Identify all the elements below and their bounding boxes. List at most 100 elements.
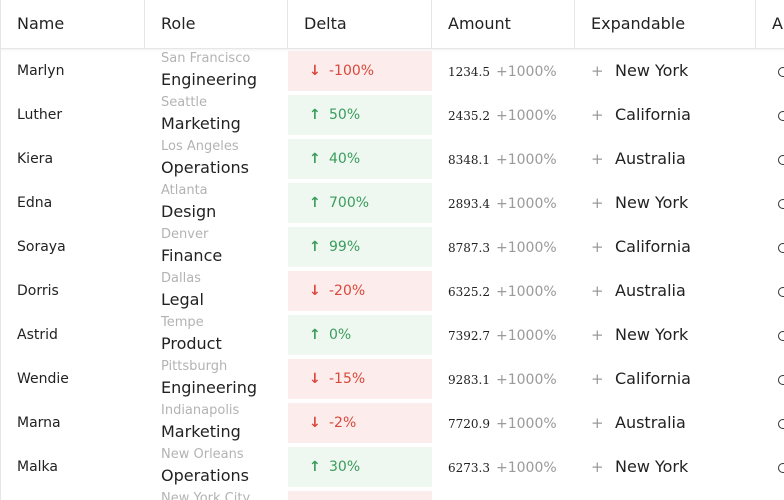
role-cell[interactable]: Dallas Legal bbox=[145, 269, 288, 313]
name-cell[interactable]: Wendie bbox=[17, 371, 69, 387]
role-cell[interactable]: Seattle Marketing bbox=[145, 93, 288, 137]
delta-cell[interactable]: ↑ 0% bbox=[288, 313, 432, 357]
extra-cell[interactable] bbox=[756, 137, 784, 181]
table-row[interactable]: Wendie Pittsburgh Engineering ↓ -15% 9283.1 +1… bbox=[1, 357, 784, 401]
extra-cell[interactable] bbox=[756, 357, 784, 401]
link-icon[interactable] bbox=[778, 418, 784, 429]
delta-cell[interactable]: ↓ -100% bbox=[288, 49, 432, 93]
plus-icon[interactable]: + bbox=[591, 326, 604, 344]
link-icon[interactable] bbox=[778, 374, 784, 385]
name-cell[interactable]: Marlyn bbox=[17, 63, 65, 79]
extra-cell[interactable] bbox=[756, 489, 784, 500]
expandable-cell[interactable]: + California bbox=[575, 225, 756, 269]
expandable-cell[interactable]: + New York bbox=[575, 181, 756, 225]
link-icon[interactable] bbox=[778, 286, 784, 297]
table-row[interactable]: Kiera Los Angeles Operations ↑ 40% 8348.1 +100… bbox=[1, 137, 784, 181]
role-cell[interactable]: San Francisco Engineering bbox=[145, 49, 288, 93]
extra-cell[interactable] bbox=[756, 93, 784, 137]
name-cell[interactable]: Edna bbox=[17, 195, 53, 211]
link-icon[interactable] bbox=[778, 66, 784, 77]
name-cell[interactable] bbox=[1, 489, 145, 500]
table-row[interactable]: Edna Atlanta Design ↑ 700% 2893.4 +1000% + New Y… bbox=[1, 181, 784, 225]
delta-cell[interactable]: ↓ -2% bbox=[288, 401, 432, 445]
delta-cell[interactable]: ↑ 30% bbox=[288, 445, 432, 489]
role-cell[interactable]: Pittsburgh Engineering bbox=[145, 357, 288, 401]
name-cell[interactable]: Astrid bbox=[17, 327, 58, 343]
expandable-cell[interactable] bbox=[575, 489, 756, 500]
role-cell[interactable]: Tempe Product bbox=[145, 313, 288, 357]
amount-cell[interactable]: 1234.5 +1000% bbox=[432, 49, 575, 93]
link-icon[interactable] bbox=[778, 330, 784, 341]
plus-icon[interactable]: + bbox=[591, 62, 604, 80]
amount-cell[interactable]: 7720.9 +1000% bbox=[432, 401, 575, 445]
name-cell[interactable]: Dorris bbox=[17, 283, 59, 299]
link-icon[interactable] bbox=[778, 462, 784, 473]
role-cell[interactable]: Atlanta Design bbox=[145, 181, 288, 225]
column-header-amount[interactable]: Amount bbox=[432, 0, 575, 48]
name-cell[interactable]: Malka bbox=[17, 459, 58, 475]
amount-cell[interactable]: 2435.2 +1000% bbox=[432, 93, 575, 137]
delta-cell[interactable]: ↑ 99% bbox=[288, 225, 432, 269]
extra-cell[interactable] bbox=[756, 401, 784, 445]
extra-cell[interactable] bbox=[756, 49, 784, 93]
column-header-delta[interactable]: Delta bbox=[288, 0, 432, 48]
amount-cell[interactable]: 8787.3 +1000% bbox=[432, 225, 575, 269]
delta-cell[interactable]: ↑ 40% bbox=[288, 137, 432, 181]
expandable-cell[interactable]: + New York bbox=[575, 49, 756, 93]
extra-cell[interactable] bbox=[756, 313, 784, 357]
delta-cell[interactable]: ↓ -20% bbox=[288, 269, 432, 313]
table-row[interactable]: New York City bbox=[1, 489, 784, 500]
amount-cell[interactable]: 7392.7 +1000% bbox=[432, 313, 575, 357]
extra-cell[interactable] bbox=[756, 269, 784, 313]
table-row[interactable]: Astrid Tempe Product ↑ 0% 7392.7 +1000% + New Yo… bbox=[1, 313, 784, 357]
table-row[interactable]: Dorris Dallas Legal ↓ -20% 6325.2 +1000% + Austr… bbox=[1, 269, 784, 313]
expandable-cell[interactable]: + Australia bbox=[575, 137, 756, 181]
table-row[interactable]: Marlyn San Francisco Engineering ↓ -100% 1234… bbox=[1, 49, 784, 93]
amount-cell[interactable]: 2893.4 +1000% bbox=[432, 181, 575, 225]
plus-icon[interactable]: + bbox=[591, 458, 604, 476]
delta-cell[interactable]: ↑ 700% bbox=[288, 181, 432, 225]
name-cell[interactable]: Kiera bbox=[17, 151, 54, 167]
amount-cell[interactable]: 6273.3 +1000% bbox=[432, 445, 575, 489]
plus-icon[interactable]: + bbox=[591, 194, 604, 212]
link-icon[interactable] bbox=[778, 198, 784, 209]
delta-cell[interactable]: ↑ 50% bbox=[288, 93, 432, 137]
name-cell[interactable]: Soraya bbox=[17, 239, 66, 255]
amount-cell[interactable]: 6325.2 +1000% bbox=[432, 269, 575, 313]
amount-cell[interactable]: 8348.1 +1000% bbox=[432, 137, 575, 181]
column-header-name[interactable]: Name bbox=[1, 0, 145, 48]
column-header-extra[interactable]: A bbox=[772, 14, 783, 33]
plus-icon[interactable]: + bbox=[591, 414, 604, 432]
amount-cell[interactable] bbox=[432, 489, 575, 500]
extra-cell[interactable] bbox=[756, 181, 784, 225]
plus-icon[interactable]: + bbox=[591, 370, 604, 388]
column-header-role[interactable]: Role bbox=[145, 0, 288, 48]
link-icon[interactable] bbox=[778, 110, 784, 121]
expandable-cell[interactable]: + California bbox=[575, 357, 756, 401]
role-cell[interactable]: New Orleans Operations bbox=[145, 445, 288, 489]
link-icon[interactable] bbox=[778, 154, 784, 165]
delta-cell[interactable] bbox=[288, 489, 432, 500]
table-row[interactable]: Malka New Orleans Operations ↑ 30% 6273.3 +100… bbox=[1, 445, 784, 489]
role-cell[interactable]: New York City bbox=[145, 489, 288, 500]
plus-icon[interactable]: + bbox=[591, 150, 604, 168]
role-cell[interactable]: Los Angeles Operations bbox=[145, 137, 288, 181]
plus-icon[interactable]: + bbox=[591, 238, 604, 256]
expandable-cell[interactable]: + New York bbox=[575, 313, 756, 357]
expandable-cell[interactable]: + New York bbox=[575, 445, 756, 489]
delta-cell[interactable]: ↓ -15% bbox=[288, 357, 432, 401]
plus-icon[interactable]: + bbox=[591, 106, 604, 124]
link-icon[interactable] bbox=[778, 242, 784, 253]
extra-cell[interactable] bbox=[756, 225, 784, 269]
name-cell[interactable]: Luther bbox=[17, 107, 63, 123]
expandable-cell[interactable]: + Australia bbox=[575, 401, 756, 445]
extra-cell[interactable] bbox=[756, 445, 784, 489]
amount-cell[interactable]: 9283.1 +1000% bbox=[432, 357, 575, 401]
expandable-cell[interactable]: + California bbox=[575, 93, 756, 137]
role-cell[interactable]: Denver Finance bbox=[145, 225, 288, 269]
role-cell[interactable]: Indianapolis Marketing bbox=[145, 401, 288, 445]
column-header-expandable[interactable]: Expandable bbox=[575, 0, 756, 48]
table-row[interactable]: Luther Seattle Marketing ↑ 50% 2435.2 +1000% + C… bbox=[1, 93, 784, 137]
table-row[interactable]: Soraya Denver Finance ↑ 99% 8787.3 +1000% + Cali… bbox=[1, 225, 784, 269]
table-row[interactable]: Marna Indianapolis Marketing ↓ -2% 7720.9 +100… bbox=[1, 401, 784, 445]
